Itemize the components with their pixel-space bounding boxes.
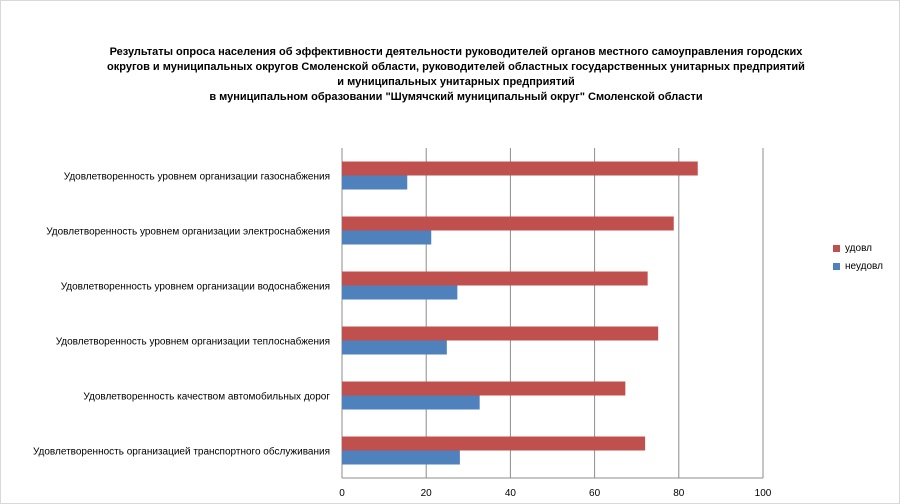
legend-label-series-1: удовл <box>845 242 872 254</box>
category-label: Удовлетворенность уровнем организации эл… <box>46 226 330 238</box>
chart-title-line-1: Результаты опроса населения об эффективн… <box>109 46 803 58</box>
legend-item-series-1: удовл <box>833 239 883 257</box>
category-label: Удовлетворенность уровнем организации во… <box>61 281 330 293</box>
bar-udovl <box>342 216 674 231</box>
legend-swatch-series-2 <box>833 262 840 270</box>
bar-neudovl <box>342 285 458 300</box>
legend-label-series-2: неудовл <box>845 260 883 272</box>
bar-udovl <box>342 161 698 176</box>
bar-neudovl <box>342 450 460 465</box>
x-tick-label: 20 <box>421 488 433 499</box>
bar-udovl <box>342 271 648 286</box>
x-tick-label: 100 <box>755 488 772 499</box>
bar-udovl <box>342 381 626 396</box>
x-tick-label: 80 <box>673 488 685 499</box>
bar-udovl <box>342 436 646 451</box>
bar-neudovl <box>342 340 447 355</box>
x-tick-label: 40 <box>505 488 517 499</box>
category-label: Удовлетворенность уровнем организации га… <box>64 171 330 183</box>
legend-swatch-series-1 <box>833 244 840 252</box>
bar-neudovl <box>342 175 408 190</box>
bar-neudovl <box>342 230 432 245</box>
category-label: Удовлетворенность организацией транспорт… <box>33 446 330 458</box>
chart-title-line-2: округов и муниципальных округов Смоленск… <box>107 61 805 73</box>
category-label: Удовлетворенность качеством автомобильны… <box>83 391 330 403</box>
chart-legend: удовл неудовл <box>833 239 883 275</box>
bar-udovl <box>342 326 659 341</box>
chart-title: Результаты опроса населения об эффективн… <box>61 45 851 105</box>
legend-item-series-2: неудовл <box>833 257 883 275</box>
chart-title-line-4: в муниципальном образовании "Шумячский м… <box>209 91 703 103</box>
chart-title-line-3: и муниципальных унитарных предприятий <box>337 76 575 88</box>
x-tick-label: 0 <box>339 488 345 499</box>
category-label: Удовлетворенность уровнем организации те… <box>56 336 330 348</box>
bar-neudovl <box>342 395 480 410</box>
x-tick-label: 60 <box>589 488 601 499</box>
